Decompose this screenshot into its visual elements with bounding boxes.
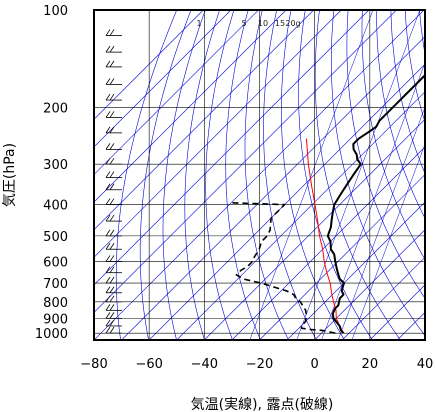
wind-barb-icon [105,45,122,53]
y-tick-label: 600 [43,255,68,270]
mixing-ratio-labels: 1 5 10 15 20g [196,19,300,28]
mixing-ratio-line [249,10,374,340]
wind-barb-icon [105,304,122,311]
dry-adiabat-line [390,10,425,175]
mixing-ratio-label: 1 [196,19,201,28]
wind-barb-icon [105,276,122,284]
wind-barb-icon [105,255,122,262]
wind-barb-icon [105,266,122,274]
x-tick-labels: −80 −60 −40 −20 0 20 40 [80,357,433,372]
y-tick-label: 900 [43,312,68,327]
temperature-profile-line [326,74,425,334]
dewpoint-profile-line [231,202,336,334]
wind-barb-icon [105,183,122,191]
plot-frame [93,9,426,341]
dry-adiabat-line [184,10,220,340]
dry-adiabat-line [244,10,289,340]
isotherm-line [94,10,287,203]
x-tick-label: −80 [80,357,107,372]
y-tick-label: 100 [43,4,68,19]
wind-barb-icon [105,229,122,237]
series-lines [231,74,425,334]
grid-lines [94,10,425,340]
y-tick-label: 200 [43,101,68,116]
wind-barb-icon [105,295,122,303]
wind-barb-icon [105,286,122,294]
mixing-ratio-label: 10 [258,19,268,28]
dry-adiabat-line [298,10,373,340]
dry-adiabat-line [225,10,261,340]
isotherm-line [94,10,314,231]
isotherm-line [176,91,425,340]
isotherm-line [231,146,425,340]
mixing-ratio-label: 20g [285,19,300,28]
wind-barbs [105,29,122,334]
dry-adiabat-line [205,10,235,340]
parcel-path-line [305,138,345,334]
x-tick-label: −60 [135,357,162,372]
wind-barb-icon [105,214,122,222]
wind-barb-icon [105,326,122,334]
dry-adiabat-line [331,10,425,337]
mixing-ratio-label: 15 [275,19,285,28]
wind-barb-icon [105,29,122,36]
wind-barb-icon [105,143,122,150]
y-axis-label: 気圧(hPa) [2,143,18,207]
isotherm-line [121,36,425,340]
y-tick-label: 500 [43,230,68,245]
isotherm-line [94,10,397,313]
y-tick-label: 400 [43,199,68,214]
wind-barb-icon [105,312,122,319]
dry-adiabat-line [281,10,345,340]
isotherm-line [94,10,204,120]
mixing-ratio-line [351,143,425,340]
y-tick-label: 1000 [35,327,68,342]
y-tick-label: 800 [43,296,68,311]
isotherm-line [94,10,370,286]
isotherm-line [342,256,425,340]
wind-barb-icon [105,157,122,165]
x-tick-label: 20 [362,357,379,372]
dry-adiabat-line [115,10,178,340]
x-tick-label: 0 [311,357,319,372]
wind-barb-icon [105,60,122,68]
isotherm-line [94,10,232,148]
wind-barb-icon [105,78,122,85]
wind-barb-icon [105,111,122,118]
dry-adiabat-line [314,10,401,340]
wind-barb-icon [105,319,122,327]
x-tick-label: −20 [246,357,273,372]
x-tick-label: 40 [417,357,434,372]
y-tick-label: 300 [43,158,68,173]
mixing-ratio-label: 5 [241,19,246,28]
dry-adiabat-line [162,10,206,340]
wind-barb-icon [105,171,122,178]
wind-barb-icon [105,243,122,250]
wind-barb-icon [105,198,122,205]
mixing-ratio-line [296,10,421,340]
y-tick-label: 700 [43,277,68,292]
isotherm-line [94,10,259,175]
isotherm-line [94,10,342,258]
x-axis-label: 気温(実線), 露点(破線) [191,397,334,412]
dry-adiabat-line [361,10,425,260]
wind-barb-icon [105,93,122,101]
wind-barb-icon [105,126,122,134]
x-tick-label: −40 [191,357,218,372]
mixing-ratio-line [337,106,425,340]
